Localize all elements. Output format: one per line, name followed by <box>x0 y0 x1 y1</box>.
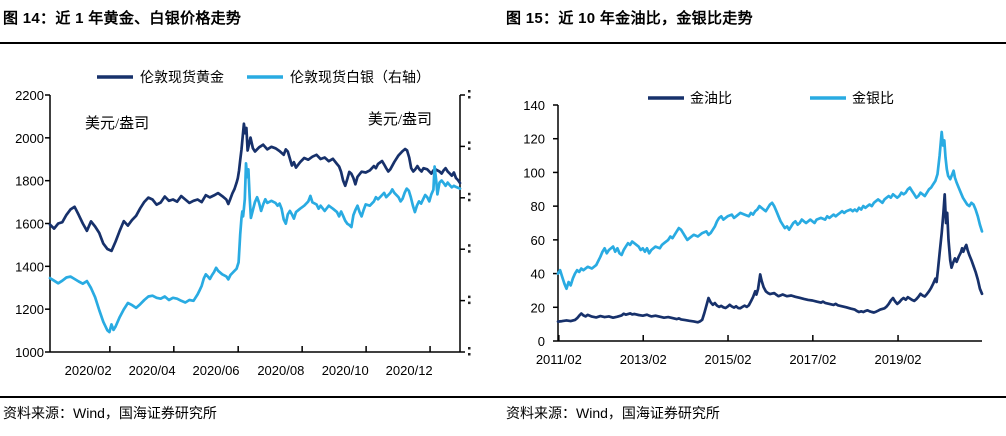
series-line-london-spot-gold <box>48 122 462 253</box>
clipped-right-label-fragment <box>468 90 471 93</box>
y-tick-label: 80 <box>531 199 545 214</box>
legend-label-gold-oil-ratio: 金油比 <box>690 90 732 106</box>
x-tick-label: 2017/02 <box>789 352 836 367</box>
figure-14-title: 图 14：近 1 年黄金、白银价格走势 <box>3 10 242 27</box>
y-tick-label: 2000 <box>15 131 44 146</box>
x-tick-label: 2020/02 <box>65 363 112 378</box>
y-tick-label: 2200 <box>15 88 44 103</box>
source-note-right: 资料来源：Wind，国海证券研究所 <box>506 405 720 421</box>
legend-label-london-spot-silver: 伦敦现货白银（右轴） <box>290 69 430 85</box>
clipped-right-label-fragment <box>468 147 471 150</box>
legend-label-gold-silver-ratio: 金银比 <box>852 90 894 106</box>
clipped-right-label-fragment <box>468 198 471 202</box>
x-tick-label: 2013/02 <box>620 352 667 367</box>
source-note-left: 资料来源：Wind，国海证券研究所 <box>3 405 217 421</box>
y-tick-label: 1400 <box>15 259 44 274</box>
x-tick-label: 2020/08 <box>257 363 304 378</box>
x-tick-label: 2015/02 <box>705 352 752 367</box>
clipped-right-label-fragment <box>468 347 471 350</box>
header-divider <box>0 42 1006 44</box>
footer-divider <box>0 396 1006 398</box>
gold-silver-price-chart: 1000 1200 1400 1600 1800 2000 2200 2020/02 2020/… <box>15 69 471 378</box>
clipped-right-label-fragment <box>468 96 471 99</box>
x-tick-label: 2020/04 <box>129 363 176 378</box>
clipped-right-label-fragment <box>468 244 471 247</box>
x-tick-label: 2020/06 <box>193 363 240 378</box>
y-tick-label: 40 <box>531 267 545 282</box>
series-line-gold-silver-ratio <box>556 130 984 291</box>
x-tick-label: 2019/02 <box>875 352 922 367</box>
axis-unit-label: 美元/盎司 <box>368 111 432 128</box>
clipped-right-label-fragment <box>468 192 471 196</box>
axis-unit-label: 美元/盎司 <box>85 115 149 132</box>
gold-oil-gold-silver-ratio-chart: 0 20 40 60 80 100 120 140 2011/02 2013/02 2015/02 2… <box>523 90 984 367</box>
y-tick-label: 20 <box>531 300 545 315</box>
y-tick-label: 0 <box>538 334 545 349</box>
series-line-gold-oil-ratio <box>556 192 984 324</box>
y-tick-label: 1200 <box>15 302 44 317</box>
y-tick-label: 1000 <box>15 345 44 360</box>
clipped-right-label-fragment <box>468 353 471 356</box>
x-tick-label: 2020/10 <box>322 363 369 378</box>
y-tick-label: 100 <box>523 165 545 180</box>
clipped-right-label-fragment <box>468 301 471 305</box>
clipped-right-label-fragment <box>468 250 471 253</box>
y-tick-label: 1600 <box>15 217 44 232</box>
y-tick-label: 60 <box>531 233 545 248</box>
legend-label-london-spot-gold: 伦敦现货黄金 <box>140 69 224 85</box>
x-tick-label: 2020/12 <box>386 363 433 378</box>
figure-15-title: 图 15：近 10 年金油比，金银比走势 <box>506 10 753 27</box>
series-line-london-spot-silver <box>48 161 462 334</box>
x-tick-label: 2011/02 <box>536 352 582 367</box>
clipped-right-label-fragment <box>468 295 471 299</box>
y-tick-label: 1800 <box>15 174 44 189</box>
y-tick-label: 120 <box>523 132 545 147</box>
y-tick-label: 140 <box>523 98 545 113</box>
clipped-right-label-fragment <box>468 141 471 144</box>
